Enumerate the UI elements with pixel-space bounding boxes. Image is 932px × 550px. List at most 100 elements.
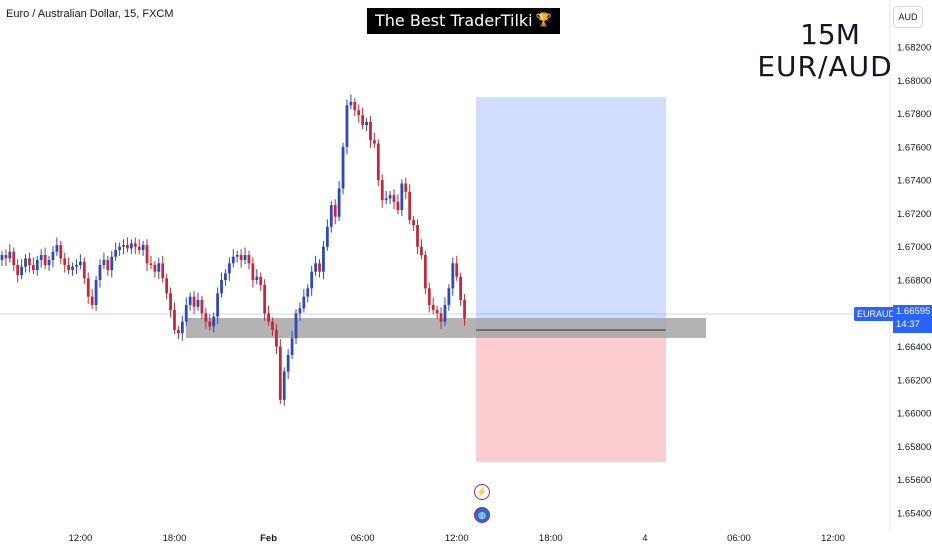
candle-body [141,245,145,251]
candle-body [16,265,20,276]
candle-body [94,280,98,305]
candle-body [31,265,35,271]
candle [55,237,59,256]
candle [20,259,23,280]
candle-body [200,299,204,314]
candle [118,242,121,256]
candle-body [239,255,243,261]
candle-body [325,226,329,247]
candle-body [157,263,161,272]
candle-body [290,338,294,355]
candle-body [35,260,39,271]
candle-body [145,245,149,264]
bar-countdown: 14:37 [896,319,920,330]
candle-body [396,201,400,211]
candle [380,174,384,208]
lightning-icon[interactable]: ⚡ [474,484,490,500]
candle [196,292,200,311]
candle-body [137,246,141,251]
candle [153,260,157,278]
candle [427,282,431,313]
candle [420,239,423,260]
candle [396,194,400,215]
candle-body [282,371,286,400]
candle [255,269,259,285]
candle [110,250,114,278]
candle-body [337,188,341,217]
candle-body [431,304,435,310]
time-tick-label: 18:00 [539,533,563,544]
stop-loss-zone[interactable] [476,330,666,462]
candle [361,107,365,130]
candle [31,257,35,275]
candle-body [39,255,43,261]
candle-body [408,191,412,221]
candle [94,275,98,311]
candle-body [322,246,325,272]
candle-body [255,276,259,280]
candle-body [75,265,78,267]
candle-body [263,284,267,314]
candle [365,117,368,132]
candle-body [47,260,51,266]
candle-body [412,220,415,226]
candle [376,139,380,186]
price-tick-label: 1.65800 [897,442,931,453]
candle [47,255,51,271]
candle [329,200,333,233]
candle-body [102,260,106,266]
profit-target-zone[interactable] [476,97,666,330]
candle-body [28,258,31,266]
candle-body [51,251,55,261]
brand-label: The Best TraderTilki [375,11,533,30]
price-axis[interactable]: 1.68200 1.68000 1.67800 1.67600 1.67400 1.672… [897,43,931,520]
symbol-tag: EURAUD [854,307,899,321]
candle [180,315,184,341]
candle-body [55,245,59,252]
candle-body [404,183,408,192]
candle-body [212,316,216,327]
candle-body [177,329,180,334]
pair-label: EUR/AUD [757,50,893,83]
candle [243,247,247,265]
candle [90,289,94,310]
candle [439,307,443,330]
price-tick-label: 1.67800 [897,109,931,120]
candle-body [110,256,114,271]
candle-body [204,313,208,322]
candle-body [192,296,196,307]
price-tick-label: 1.65400 [897,509,931,520]
candle-body [251,263,255,280]
candle [224,269,227,286]
candle [188,292,192,311]
candle [59,240,63,265]
candle-body [8,251,12,259]
candle-body [435,309,439,314]
candle-body [376,143,380,181]
candle-body [196,299,200,307]
candle [8,244,12,263]
candle [161,255,165,283]
last-price-tag: 1.66595 14:37 [893,305,932,333]
candle-body [314,263,317,272]
support-zone[interactable] [186,318,706,338]
globe-icon[interactable]: ◍ [474,507,490,523]
candle-body [400,183,404,211]
price-tick-label: 1.68000 [897,76,931,87]
candle [157,257,161,280]
candle [408,184,412,225]
candle [129,239,133,255]
time-axis[interactable]: 12:00 18:00 Feb 06:00 12:00 18:00 4 06:00 12:00 [69,533,845,544]
candle-body [43,255,47,266]
candle [231,249,235,268]
candle [463,294,466,326]
candle-body [227,263,231,274]
candle [416,219,419,255]
price-tick-label: 1.68200 [897,43,931,54]
currency-button[interactable]: AUD [893,6,923,28]
candle-body [24,258,27,267]
price-tick-label: 1.66200 [897,375,931,386]
candle-body [129,243,133,249]
candle-body [86,278,90,297]
